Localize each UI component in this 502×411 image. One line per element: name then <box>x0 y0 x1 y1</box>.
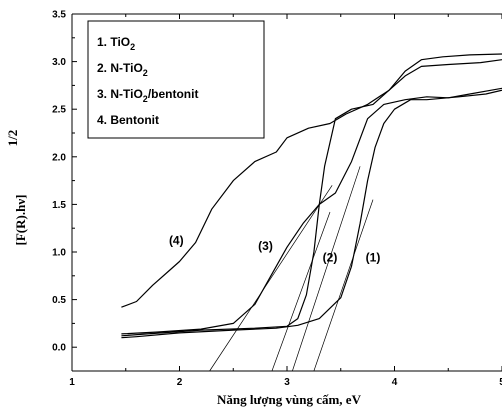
series-line-2 <box>121 59 502 337</box>
legend-entry-3: 3. N-TiO2/bentonit <box>97 87 198 104</box>
y-tick-label: 1.5 <box>52 200 66 211</box>
curve-label-1: (1) <box>366 251 381 265</box>
legend-entry-1: 1. TiO2 <box>97 35 135 52</box>
y-tick-label: 3.0 <box>52 57 66 68</box>
legend-box <box>87 20 265 139</box>
curve-label-2: (2) <box>323 251 338 265</box>
x-tick-label: 1 <box>69 377 75 388</box>
legend-entry-4: 4. Bentonit <box>97 113 159 127</box>
y-tick-label: 0.0 <box>52 343 66 354</box>
y-tick-label: 1.0 <box>52 248 66 259</box>
curve-label-4: (4) <box>169 233 184 247</box>
x-tick-label: 3 <box>284 377 290 388</box>
series-line-4 <box>121 53 502 308</box>
x-axis-title: Năng lượng vùng cấm, eV <box>217 392 362 407</box>
tangent-lines <box>209 166 374 372</box>
x-tick-label: 2 <box>177 377 183 388</box>
legend-entries: 1. TiO2 2. N-TiO2 3. N-TiO2/bentonit 4. Ben… <box>97 35 198 127</box>
tangent-line <box>292 166 361 372</box>
curve-labels: (1) (2) (3) (4) <box>169 233 380 264</box>
y-axis-exponent-text: 1/2 <box>5 130 20 147</box>
y-axis-exponent: 1/2 <box>5 130 20 147</box>
y-tick-label: 2.0 <box>52 152 66 163</box>
legend-entry-2: 2. N-TiO2 <box>97 61 148 78</box>
series-line-3 <box>121 87 502 335</box>
series-line-1 <box>121 89 502 339</box>
tangent-line <box>209 185 333 372</box>
x-axis: 1 2 3 4 5 <box>69 14 502 388</box>
tangent-line <box>313 199 374 372</box>
curve-label-3: (3) <box>258 239 273 253</box>
y-axis-title-main: [F(R).hν] <box>13 195 28 246</box>
x-tick-label: 5 <box>499 377 502 388</box>
y-axis-title: [F(R).hν] <box>13 195 28 246</box>
x-tick-label: 4 <box>392 377 398 388</box>
y-tick-label: 3.5 <box>52 10 66 21</box>
y-axis: 0.0 0.5 1.0 1.5 2.0 2.5 3.0 3.5 <box>52 10 77 372</box>
tangent-line <box>271 211 331 372</box>
data-series <box>121 53 502 339</box>
y-tick-label: 0.5 <box>52 295 66 306</box>
y-tick-label: 2.5 <box>52 105 66 116</box>
legend: 1. TiO2 2. N-TiO2 3. N-TiO2/bentonit 4. Ben… <box>87 20 265 139</box>
